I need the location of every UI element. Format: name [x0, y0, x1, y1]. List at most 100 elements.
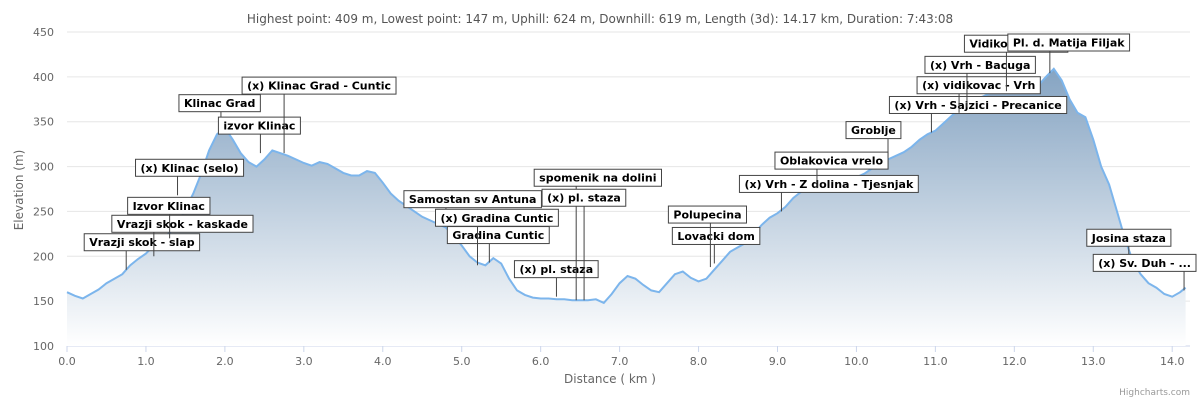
annotation-20: (x) Vrh - Bacuga	[924, 55, 1036, 108]
annotation-10: (x) pl. staza	[513, 260, 599, 297]
annotation-15: (x) Vrh - Z dolina - Tjesnjak	[738, 174, 919, 212]
annotation-label: Izvor Klinac	[133, 200, 205, 213]
annotation-7: Samostan sv Antuna	[403, 190, 542, 227]
annotation-14: Polupecina	[667, 205, 748, 268]
annotation-box	[178, 94, 261, 113]
x-tick-label: 13.0	[1081, 355, 1106, 368]
y-tick-label: 300	[33, 161, 54, 174]
annotation-box	[774, 151, 889, 170]
annotation-5: izvor Klinac	[217, 116, 301, 154]
annotation-16: Oblakovica vrelo	[774, 151, 889, 189]
y-tick-label: 150	[33, 295, 54, 308]
annotation-label: (x) Klinac Grad - Cuntic	[247, 80, 391, 93]
annotation-label: (x) vidikovac - Vrh	[922, 79, 1035, 92]
annotation-box	[671, 226, 761, 245]
x-tick-label: 7.0	[611, 355, 629, 368]
annotation-label: Vrazji skok - kaskade	[117, 218, 248, 231]
y-tick-label: 250	[33, 205, 54, 218]
annotation-3: (x) Klinac (selo)	[135, 158, 245, 196]
annotation-box	[135, 158, 245, 177]
chart-title: Highest point: 409 m, Lowest point: 147 …	[247, 12, 953, 26]
annotation-label: Polupecina	[673, 209, 741, 222]
annotation-2: Izvor Klinac	[127, 196, 211, 239]
annotation-box	[533, 168, 662, 187]
annotation-label: Josina staza	[1091, 232, 1166, 245]
y-tick-label: 350	[33, 116, 54, 129]
x-tick-label: 1.0	[137, 355, 155, 368]
annotation-box	[916, 76, 1041, 95]
annotation-box	[738, 174, 919, 193]
annotation-box	[1007, 33, 1131, 52]
annotation-6: (x) Klinac Grad - Cuntic	[241, 76, 397, 154]
annotation-box	[667, 205, 748, 224]
annotation-box	[888, 95, 1068, 114]
annotation-box	[435, 208, 559, 227]
annotation-13: Lovacki dom	[671, 226, 761, 264]
annotation-label: Oblakovica vrelo	[780, 155, 884, 168]
annotation-11: spomenik na dolini	[533, 168, 662, 301]
annotation-22: Pl. d. Matija Filjak	[1007, 33, 1131, 74]
annotation-box	[111, 214, 254, 233]
annotation-label: Lovacki dom	[677, 230, 755, 243]
annotation-24: (x) Sv. Duh - ...	[1092, 253, 1197, 291]
annotation-label: Klinac Grad	[184, 97, 255, 110]
annotation-box	[513, 260, 599, 279]
annotation-12: (x) pl. staza	[541, 188, 627, 301]
annotation-0: Vrazji skok - slap	[83, 233, 201, 270]
annotation-label: (x) pl. staza	[519, 263, 593, 276]
annotation-9: (x) Gradina Cuntic	[435, 208, 559, 266]
x-tick-label: 9.0	[769, 355, 787, 368]
elevation-area	[67, 68, 1186, 347]
annotation-box	[83, 233, 201, 252]
annotation-label: spomenik na dolini	[539, 172, 656, 185]
y-axis-ticks: 100 150 200 250 300 350 400 450	[33, 26, 54, 353]
annotation-17: Groblje	[845, 121, 902, 158]
annotation-box	[924, 55, 1036, 74]
x-tick-label: 3.0	[295, 355, 313, 368]
y-tick-label: 200	[33, 250, 54, 263]
x-axis-ticks: 0.0 1.0 2.0 3.0 4.0 5.0 6.0 7.0 8.0 9.0 10.0 11.0 12…	[58, 345, 1190, 368]
annotation-label: (x) Klinac (selo)	[141, 162, 239, 175]
annotation-box	[127, 196, 211, 215]
annotation-label: Groblje	[851, 124, 896, 137]
annotation-label: Vrazji skok - slap	[89, 236, 195, 249]
x-tick-label: 10.0	[844, 355, 869, 368]
annotation-box	[845, 121, 902, 140]
x-tick-label: 8.0	[690, 355, 708, 368]
x-tick-label: 4.0	[374, 355, 392, 368]
annotation-19: (x) vidikovac - Vrh	[916, 76, 1041, 113]
annotation-label: (x) pl. staza	[547, 192, 621, 205]
credits-link[interactable]: Highcharts.com	[1119, 388, 1190, 398]
x-tick-label: 0.0	[58, 355, 76, 368]
annotation-label: (x) Sv. Duh - ...	[1098, 257, 1191, 270]
annotation-label: Samostan sv Antuna	[409, 193, 537, 206]
annotation-label: izvor Klinac	[223, 120, 295, 133]
annotation-box	[541, 188, 627, 207]
annotation-box	[1086, 228, 1172, 247]
y-axis-title: Elevation (m)	[12, 150, 26, 231]
annotation-box	[241, 76, 397, 95]
annotation-18: (x) Vrh - Sajzici - Precanice	[888, 95, 1068, 133]
x-tick-label: 12.0	[1002, 355, 1027, 368]
y-tick-label: 400	[33, 71, 54, 84]
annotation-23: Josina staza	[1086, 228, 1172, 266]
y-tick-label: 450	[33, 26, 54, 39]
annotation-label: Gradina Cuntic	[452, 229, 544, 242]
annotation-label: (x) Vrh - Z dolina - Tjesnjak	[744, 178, 914, 191]
annotation-label: (x) Gradina Cuntic	[441, 212, 554, 225]
annotation-label: Pl. d. Matija Filjak	[1013, 37, 1125, 50]
annotation-label: (x) Vrh - Bacuga	[930, 59, 1030, 72]
annotation-label: (x) Vrh - Sajzici - Precanice	[894, 99, 1061, 112]
annotation-box	[403, 190, 542, 209]
x-tick-label: 6.0	[532, 355, 550, 368]
annotation-4: Klinac Grad	[178, 94, 261, 131]
annotation-1: Vrazji skok - kaskade	[111, 214, 254, 257]
waypoint-annotations: Vrazji skok - slap Vrazji skok - kaskade I…	[83, 33, 1197, 301]
annotation-box	[217, 116, 301, 135]
x-axis-title: Distance ( km )	[564, 372, 656, 386]
x-tick-label: 11.0	[923, 355, 948, 368]
y-tick-label: 100	[33, 340, 54, 353]
x-tick-label: 14.0	[1160, 355, 1185, 368]
annotation-box	[1092, 253, 1197, 272]
